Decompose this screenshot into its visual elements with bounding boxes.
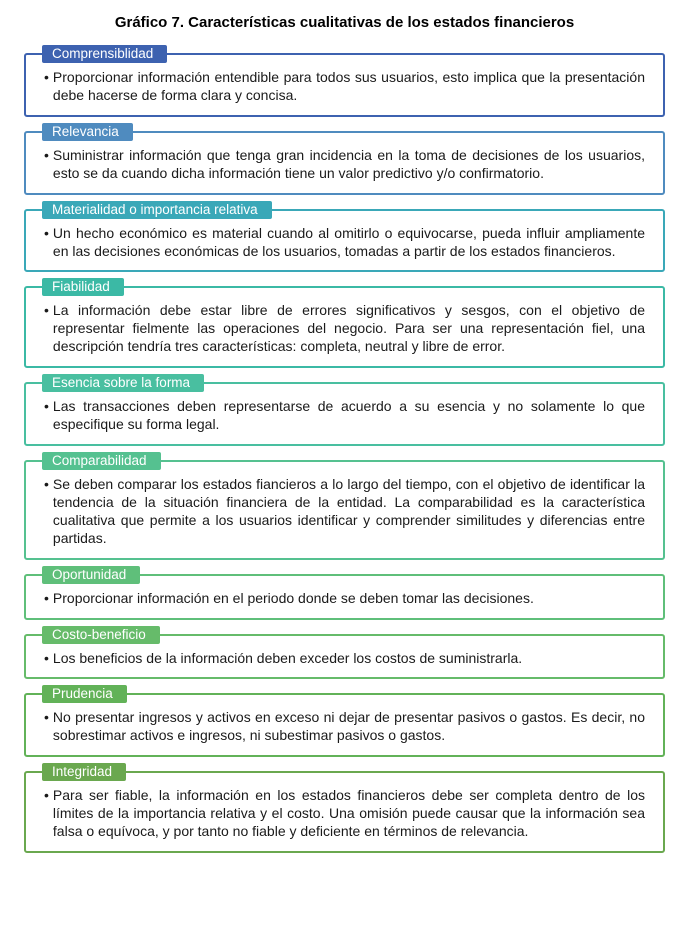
characteristic-card: Fiabilidad•La información debe estar lib…	[24, 286, 665, 368]
characteristic-body: •Para ser fiable, la información en los …	[44, 787, 645, 841]
characteristic-header: Comparabilidad	[42, 452, 161, 470]
characteristic-card: Esencia sobre la forma•Las transacciones…	[24, 382, 665, 446]
characteristic-text: Suministrar información que tenga gran i…	[53, 147, 645, 183]
characteristic-card: Integridad•Para ser fiable, la informaci…	[24, 771, 665, 853]
bullet-icon: •	[44, 302, 49, 320]
characteristic-text: Proporcionar información entendible para…	[53, 69, 645, 105]
bullet-icon: •	[44, 709, 49, 727]
characteristic-text: Los beneficios de la información deben e…	[53, 650, 522, 668]
characteristic-body: •Proporcionar información en el periodo …	[44, 590, 645, 608]
bullet-icon: •	[44, 225, 49, 243]
characteristic-card: Comparabilidad•Se deben comparar los est…	[24, 460, 665, 560]
characteristic-text: Para ser fiable, la información en los e…	[53, 787, 645, 841]
characteristic-text: Las transacciones deben representarse de…	[53, 398, 645, 434]
bullet-icon: •	[44, 787, 49, 805]
characteristic-card: Costo-beneficio•Los beneficios de la inf…	[24, 634, 665, 680]
characteristic-header: Comprensiblidad	[42, 45, 167, 63]
characteristic-text: No presentar ingresos y activos en exces…	[53, 709, 645, 745]
characteristic-header: Costo-beneficio	[42, 626, 160, 644]
items-container: Comprensiblidad•Proporcionar información…	[24, 47, 665, 853]
characteristic-body: •No presentar ingresos y activos en exce…	[44, 709, 645, 745]
characteristic-header: Esencia sobre la forma	[42, 374, 204, 392]
characteristic-body: •Los beneficios de la información deben …	[44, 650, 645, 668]
characteristic-header: Prudencia	[42, 685, 127, 703]
characteristic-body: •Proporcionar información entendible par…	[44, 69, 645, 105]
characteristic-header: Oportunidad	[42, 566, 140, 584]
bullet-icon: •	[44, 650, 49, 668]
characteristic-header: Integridad	[42, 763, 126, 781]
characteristic-body: •Suministrar información que tenga gran …	[44, 147, 645, 183]
bullet-icon: •	[44, 590, 49, 608]
characteristic-body: •La información debe estar libre de erro…	[44, 302, 645, 356]
characteristic-body: •Un hecho económico es material cuando a…	[44, 225, 645, 261]
bullet-icon: •	[44, 476, 49, 494]
characteristic-card: Prudencia•No presentar ingresos y activo…	[24, 693, 665, 757]
bullet-icon: •	[44, 398, 49, 416]
characteristic-card: Comprensiblidad•Proporcionar información…	[24, 53, 665, 117]
characteristic-card: Materialidad o importancia relativa•Un h…	[24, 209, 665, 273]
characteristic-body: •Las transacciones deben representarse d…	[44, 398, 645, 434]
characteristic-text: Proporcionar información en el periodo d…	[53, 590, 534, 608]
characteristic-header: Relevancia	[42, 123, 133, 141]
bullet-icon: •	[44, 147, 49, 165]
characteristic-text: Se deben comparar los estados fiancieros…	[53, 476, 645, 548]
characteristic-card: Oportunidad•Proporcionar información en …	[24, 574, 665, 620]
characteristic-body: •Se deben comparar los estados fianciero…	[44, 476, 645, 548]
characteristic-header: Fiabilidad	[42, 278, 124, 296]
page-title: Gráfico 7. Características cualitativas …	[24, 14, 665, 31]
characteristic-text: Un hecho económico es material cuando al…	[53, 225, 645, 261]
characteristic-text: La información debe estar libre de error…	[53, 302, 645, 356]
bullet-icon: •	[44, 69, 49, 87]
characteristic-header: Materialidad o importancia relativa	[42, 201, 272, 219]
characteristic-card: Relevancia•Suministrar información que t…	[24, 131, 665, 195]
